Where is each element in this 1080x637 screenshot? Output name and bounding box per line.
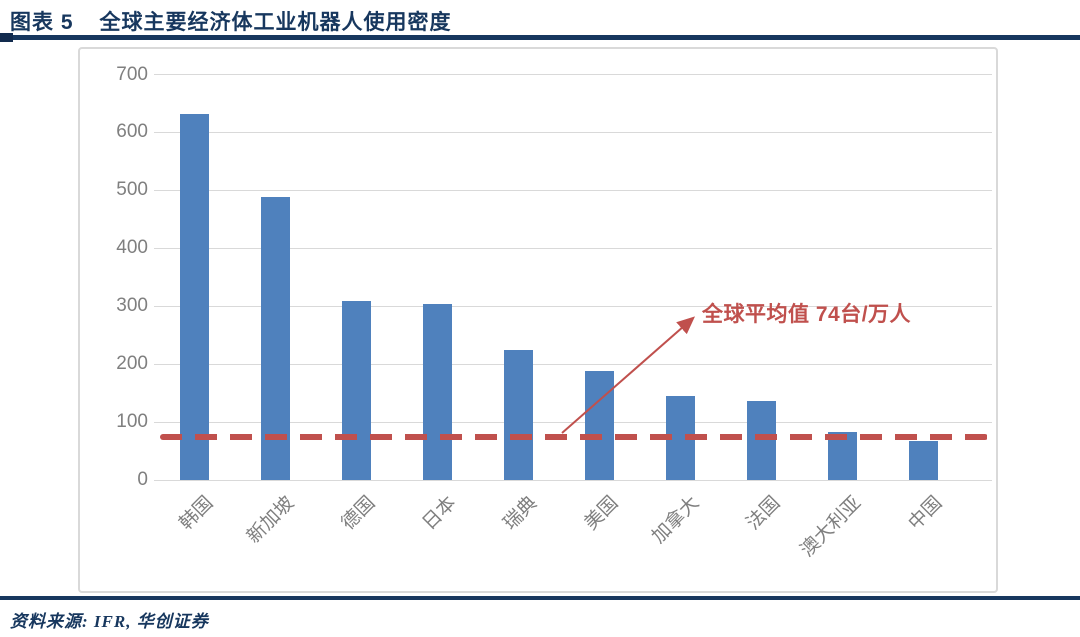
bar-法国: [747, 400, 776, 480]
y-axis-tick-label: 600: [116, 121, 148, 143]
y-gridline: [154, 74, 992, 75]
title-divider-rule: [0, 35, 1080, 40]
bar-日本: [423, 304, 452, 480]
title-divider-cap: [0, 33, 13, 42]
x-axis-label-澳大利亚: 澳大利亚: [797, 492, 866, 562]
x-axis-label-瑞典: 瑞典: [500, 492, 542, 535]
y-gridline: [154, 305, 992, 307]
x-axis-label-法国: 法国: [743, 492, 785, 535]
x-axis-label-中国: 中国: [905, 492, 947, 535]
y-axis-tick-label: 0: [137, 469, 148, 490]
x-axis-label-日本: 日本: [419, 492, 461, 535]
y-axis-tick-label: 200: [116, 353, 148, 375]
bar-新加坡: [261, 197, 290, 480]
bar-韩国: [180, 114, 209, 480]
bar-美国: [585, 370, 614, 480]
y-axis-tick-label: 100: [116, 411, 148, 433]
bar-中国: [909, 440, 938, 480]
y-gridline: [154, 189, 992, 191]
x-axis-label-美国: 美国: [581, 492, 623, 535]
y-gridline: [154, 479, 992, 481]
x-axis-label-韩国: 韩国: [176, 492, 218, 535]
y-axis-tick-label: 500: [116, 179, 148, 201]
y-gridline: [154, 247, 992, 249]
y-axis-tick-label: 300: [116, 295, 148, 317]
figure-title: 图表 5 全球主要经济体工业机器人使用密度: [10, 6, 452, 36]
plot-area: 0 100 200 300 400 500 600 700 韩国 新加坡 德国 日本 瑞典 美国 加拿大 法国…: [80, 49, 996, 591]
x-axis-label-德国: 德国: [338, 492, 380, 535]
figure-label: 图表 5: [10, 11, 74, 34]
x-axis-label-新加坡: 新加坡: [243, 492, 299, 548]
average-dashed-line: [160, 434, 988, 441]
bar-瑞典: [504, 350, 533, 480]
y-gridline: [154, 131, 992, 133]
figure-title-text: 全球主要经济体工业机器人使用密度: [99, 11, 452, 34]
footer-divider-rule: [0, 596, 1080, 600]
x-axis-label-加拿大: 加拿大: [648, 492, 704, 548]
source-note: 资料来源: IFR, 华创证券: [10, 612, 209, 631]
y-axis-tick-label: 400: [116, 237, 148, 259]
y-axis-tick-label: 700: [116, 63, 148, 85]
bar-德国: [342, 301, 371, 480]
bar-chart: 0 100 200 300 400 500 600 700 韩国 新加坡 德国 日本 瑞典 美国 加拿大 法国…: [78, 47, 998, 593]
average-line-label: 全球平均值 74台/万人: [702, 303, 912, 326]
